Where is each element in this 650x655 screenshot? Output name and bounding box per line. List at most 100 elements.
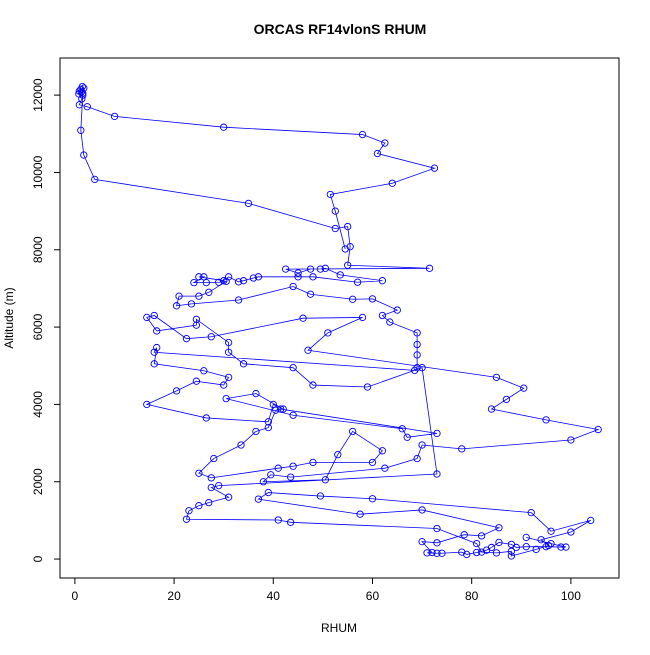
data-point — [224, 373, 233, 381]
data-point — [200, 367, 208, 375]
x-tick-label: 60 — [366, 589, 380, 603]
data-point — [259, 478, 268, 486]
data-point — [195, 469, 203, 477]
data-point — [495, 538, 503, 547]
data-point — [368, 295, 377, 303]
data-point — [143, 313, 151, 322]
data-point — [348, 427, 357, 436]
data-point — [430, 164, 439, 172]
data-point — [418, 364, 426, 372]
data-point — [393, 306, 401, 314]
data-point — [428, 548, 436, 557]
data-point — [413, 340, 421, 349]
data-point — [185, 507, 193, 515]
data-point — [80, 84, 88, 92]
data-point — [512, 543, 520, 552]
data-point — [234, 296, 243, 304]
data-point — [153, 343, 161, 352]
data-point — [239, 277, 248, 285]
data-point — [215, 481, 223, 490]
data-point — [224, 493, 233, 501]
data-point — [150, 311, 158, 320]
data-point — [378, 311, 387, 320]
data-point — [282, 265, 290, 273]
data-point — [487, 543, 496, 552]
data-point — [398, 425, 406, 433]
data-point — [244, 199, 253, 208]
data-point — [252, 389, 260, 398]
x-tick-label: 0 — [72, 589, 79, 603]
data-point — [567, 436, 575, 444]
data-point — [79, 89, 87, 97]
data-point — [348, 295, 357, 303]
data-point — [254, 273, 263, 281]
data-point — [557, 543, 565, 551]
data-point — [344, 222, 352, 231]
data-point — [433, 470, 441, 478]
data-point — [279, 405, 287, 413]
data-point — [264, 418, 272, 426]
data-point — [220, 123, 228, 131]
data-point — [368, 458, 377, 467]
data-point — [289, 282, 297, 291]
data-point — [286, 518, 295, 526]
data-point — [222, 394, 230, 403]
data-point — [353, 278, 362, 286]
data-point — [321, 476, 330, 484]
data-point — [331, 207, 339, 215]
data-point — [331, 224, 339, 233]
data-point — [286, 473, 295, 481]
data-point — [423, 549, 431, 557]
data-point — [547, 539, 555, 548]
data-point — [418, 538, 426, 546]
data-point — [502, 395, 511, 404]
data-point — [346, 243, 354, 251]
data-point — [433, 524, 441, 533]
data-point — [458, 445, 466, 453]
data-point — [222, 277, 230, 286]
data-point — [150, 360, 158, 368]
data-point — [418, 441, 426, 449]
data-point — [425, 264, 434, 272]
data-point — [182, 335, 191, 343]
data-point — [274, 516, 282, 524]
data-point — [252, 427, 260, 436]
data-point — [413, 351, 421, 359]
data-point — [413, 329, 421, 337]
data-point — [433, 539, 441, 547]
data-point — [368, 495, 377, 503]
data-point — [192, 321, 201, 329]
data-point — [150, 348, 158, 356]
data-point — [438, 549, 446, 557]
data-point — [433, 429, 441, 438]
data-point — [410, 366, 419, 375]
data-point — [264, 423, 272, 432]
data-point — [239, 360, 248, 368]
data-point — [316, 492, 325, 500]
data-point — [463, 550, 471, 559]
data-point — [215, 278, 223, 286]
data-point — [326, 190, 334, 199]
y-tick-label: 4000 — [31, 391, 45, 418]
data-point — [277, 405, 285, 413]
data-point — [309, 458, 317, 467]
data-point — [205, 498, 213, 507]
data-point — [316, 265, 325, 273]
data-point — [175, 292, 183, 300]
data-point — [187, 300, 196, 308]
data-point — [289, 364, 297, 372]
data-point — [210, 454, 218, 463]
data-point — [567, 528, 575, 536]
data-point — [477, 548, 486, 556]
data-point — [532, 545, 540, 554]
data-point — [413, 454, 421, 463]
data-point — [547, 527, 555, 535]
data-point — [75, 90, 83, 98]
data-point — [492, 373, 501, 381]
data-point — [110, 112, 119, 121]
data-point — [487, 405, 496, 413]
data-point — [195, 273, 203, 281]
x-tick-label: 20 — [167, 589, 181, 603]
data-point — [192, 377, 201, 385]
data-point — [594, 425, 602, 434]
